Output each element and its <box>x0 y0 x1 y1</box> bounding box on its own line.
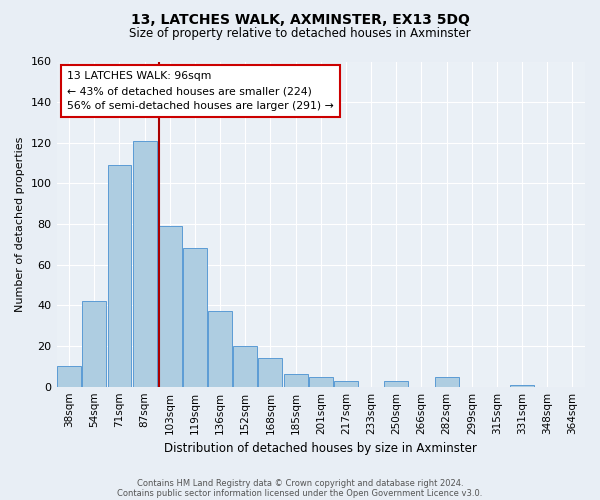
Bar <box>82 302 106 386</box>
Bar <box>233 346 257 387</box>
Text: Contains public sector information licensed under the Open Government Licence v3: Contains public sector information licen… <box>118 488 482 498</box>
Bar <box>284 374 308 386</box>
Text: Contains HM Land Registry data © Crown copyright and database right 2024.: Contains HM Land Registry data © Crown c… <box>137 478 463 488</box>
X-axis label: Distribution of detached houses by size in Axminster: Distribution of detached houses by size … <box>164 442 477 455</box>
Bar <box>107 165 131 386</box>
Text: Size of property relative to detached houses in Axminster: Size of property relative to detached ho… <box>129 28 471 40</box>
Bar <box>510 384 534 386</box>
Bar <box>183 248 207 386</box>
Bar <box>309 376 333 386</box>
Y-axis label: Number of detached properties: Number of detached properties <box>15 136 25 312</box>
Bar <box>434 376 458 386</box>
Bar <box>385 380 408 386</box>
Text: 13, LATCHES WALK, AXMINSTER, EX13 5DQ: 13, LATCHES WALK, AXMINSTER, EX13 5DQ <box>131 12 469 26</box>
Bar <box>133 141 157 386</box>
Bar <box>57 366 81 386</box>
Text: 13 LATCHES WALK: 96sqm
← 43% of detached houses are smaller (224)
56% of semi-de: 13 LATCHES WALK: 96sqm ← 43% of detached… <box>67 72 334 111</box>
Bar <box>259 358 283 386</box>
Bar <box>334 380 358 386</box>
Bar <box>158 226 182 386</box>
Bar <box>208 312 232 386</box>
